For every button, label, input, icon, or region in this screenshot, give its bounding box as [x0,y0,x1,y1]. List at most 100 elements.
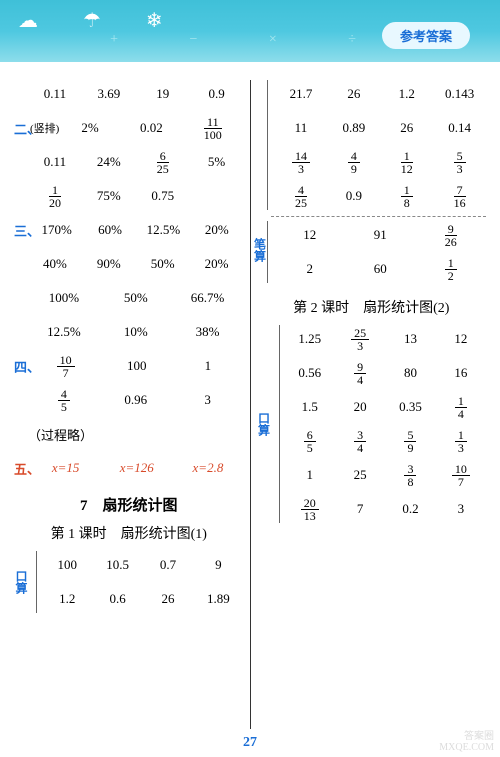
value: 0.6 [92,591,142,607]
subtext: (竖排) [30,120,59,136]
value: 0.75 [136,188,190,204]
value: x=15 [30,460,101,476]
table-row: 120 75% 0.75 [14,182,244,210]
value: 45 [28,388,100,413]
value: 75% [82,188,136,204]
value: 253 [335,327,385,352]
value: 0.11 [28,154,82,170]
value: x=126 [101,460,172,476]
value: 100% [28,290,100,306]
table-row: 2 60 12 [275,255,487,283]
value: 3 [172,392,244,408]
chapter-heading: 7 扇形统计图 [14,494,244,515]
watermark-line: MXQE.COM [439,742,494,753]
table-row: 0.56 94 80 16 [285,359,487,387]
table-row: 1 25 38 107 [285,461,487,489]
value: 2% [59,120,120,136]
value: 0.89 [327,120,380,136]
table-row: 二、 (竖排) 2% 0.02 11100 [14,114,244,142]
table-row: 143 49 112 53 [275,148,487,176]
value: 1.89 [193,591,243,607]
table-row: 11 0.89 26 0.14 [275,114,487,142]
value: 50% [136,256,190,272]
value: x=2.8 [172,460,243,476]
value: 65 [285,429,335,454]
table-row: 0.11 24% 625 5% [14,148,244,176]
value: 170% [30,222,83,238]
value: 40% [28,256,82,272]
value: 90% [82,256,136,272]
value: 19 [136,86,190,102]
value: 12.5% [28,324,100,340]
value: 1.25 [285,331,335,347]
value: 25 [335,467,385,483]
value: 24% [82,154,136,170]
value: 26 [327,86,380,102]
vlabel-kousuan: 口算 [16,570,30,594]
value: 12 [416,257,487,282]
value: 0.7 [143,557,193,573]
upper-block: 21.7 26 1.2 0.143 11 0.89 26 0.14 143 49… [257,80,487,210]
value: 0.14 [433,120,486,136]
header-banner: ☁ ☂ ❄ + − × ÷ 参考答案 [0,0,500,62]
value: 716 [433,184,486,209]
lesson-heading: 第 2 课时 扇形统计图(2) [257,297,487,317]
value: 9 [193,557,243,573]
value: 38% [172,324,244,340]
section-label: 三、 [14,221,30,240]
value: 11100 [182,116,243,141]
value: 425 [275,184,328,209]
value: 3 [436,501,486,517]
table-row: 0.11 3.69 19 0.9 [14,80,244,108]
value: 0.96 [100,392,172,408]
answer-badge: 参考答案 [382,22,470,49]
kousuan-block: 口算 100 10.5 0.7 9 1.2 0.6 26 1.89 [14,551,244,613]
value: 1 [172,358,243,374]
value: 13 [385,331,435,347]
value: 7 [335,501,385,517]
value: 100 [42,557,92,573]
kousuan-block-2: 口算 1.25 253 13 12 0.56 94 80 16 1.5 20 0… [257,325,487,523]
table-row: 五、 x=15 x=126 x=2.8 [14,454,244,482]
value: 0.9 [190,86,244,102]
value: 20 [335,399,385,415]
value: 49 [327,150,380,175]
value: 50% [100,290,172,306]
value: 120 [28,184,82,209]
value: 12 [436,331,486,347]
lesson-heading: 第 1 课时 扇形统计图(1) [14,523,244,543]
note-row: （过程略） [14,420,244,448]
watermark-line: 答案圈 [439,731,494,742]
value: 2 [275,261,346,277]
value: 0.56 [285,365,335,381]
value: 926 [416,223,487,248]
content-area: 0.11 3.69 19 0.9 二、 (竖排) 2% 0.02 11100 0… [0,62,500,729]
table-row: 40% 90% 50% 20% [14,250,244,278]
vlabel-kousuan: 口算 [259,412,273,436]
value: 112 [380,150,433,175]
value: 0.35 [385,399,435,415]
value: 12 [275,227,346,243]
value: 16 [436,365,486,381]
table-row: 12.5% 10% 38% [14,318,244,346]
value: 12.5% [137,222,190,238]
value: 66.7% [172,290,244,306]
value: 107 [436,463,486,488]
table-row: 65 34 59 13 [285,427,487,455]
value: 143 [275,150,328,175]
value: 3.69 [82,86,136,102]
section-label: 二、 [14,119,30,138]
table-row: 100% 50% 66.7% [14,284,244,312]
header-icons: ☁ ☂ ❄ [18,8,183,33]
value: 10.5 [92,557,142,573]
value: 10% [100,324,172,340]
table-row: 425 0.9 18 716 [275,182,487,210]
value: 1.2 [42,591,92,607]
value: 1.2 [380,86,433,102]
table-row: 12 91 926 [275,221,487,249]
value: 34 [335,429,385,454]
value: 0.143 [433,86,486,102]
section-label: 四、 [14,357,30,376]
value: 21.7 [275,86,328,102]
value: 0.11 [28,86,82,102]
